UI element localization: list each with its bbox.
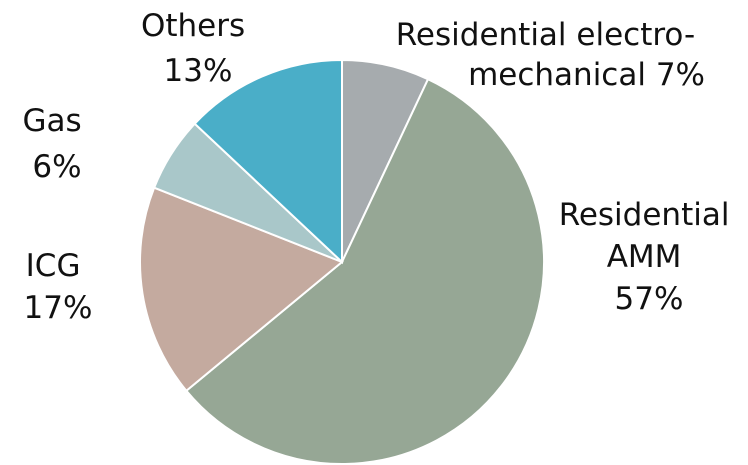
slice-label-residential-electro-mechanical: Residential electro- mechanical 7%	[396, 17, 705, 93]
slice-label-gas: Gas 6%	[22, 103, 91, 185]
slice-label-residential-amm: Residential AMM 57%	[559, 197, 740, 317]
pie-slice-residential-amm	[184, 77, 545, 465]
pie-slice-icg	[139, 186, 344, 393]
slice-label-others: Others 13%	[141, 8, 255, 89]
pie-labels: Residential electro- mechanical 7% Resid…	[22, 8, 740, 326]
slice-label-icg: ICG 17%	[24, 248, 93, 326]
pie-slice-others	[193, 58, 343, 265]
pie-slices	[139, 58, 545, 465]
